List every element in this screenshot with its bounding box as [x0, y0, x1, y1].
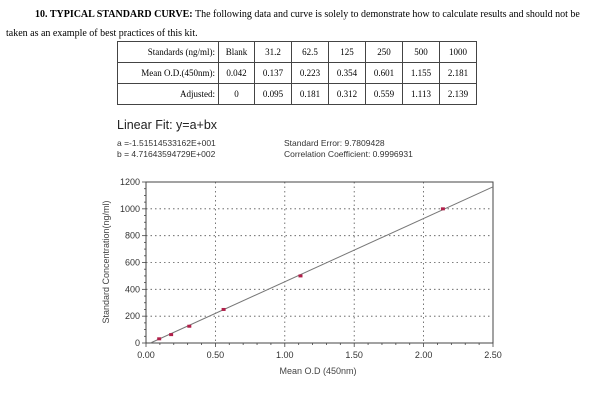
- row-label: Adjusted:: [117, 83, 219, 105]
- table-cell: 1.113: [402, 83, 440, 105]
- data-point: [157, 337, 162, 341]
- chart-gridlines: [146, 182, 493, 343]
- data-point: [298, 274, 303, 278]
- table-cell: 125: [328, 41, 366, 63]
- table-cell: 0.042: [218, 62, 255, 84]
- table-cell: 62.5: [291, 41, 329, 63]
- table-cell: 250: [365, 41, 403, 63]
- data-point: [169, 333, 174, 337]
- table-cell: 2.139: [439, 83, 477, 105]
- chart-axes: [142, 181, 494, 347]
- table-cell: 0.354: [328, 62, 366, 84]
- heading-text: The following data and curve is solely t…: [192, 9, 580, 20]
- fit-line-path: [150, 186, 494, 344]
- heading-text-continued: taken as an example of best practices of…: [6, 28, 198, 39]
- data-point: [440, 207, 445, 211]
- x-axis-title: Mean O.D (450nm): [279, 366, 356, 376]
- fit-coefficient-a: a =-1.51514533162E+001: [117, 138, 216, 148]
- y-tick-label: 600: [125, 258, 140, 268]
- row-label: Standards (ng/ml):: [117, 41, 219, 63]
- table-row: Adjusted: 0 0.095 0.181 0.312 0.559 1.11…: [117, 83, 477, 105]
- x-tick-label: 1.00: [276, 350, 294, 360]
- row-label: Mean O.D.(450nm):: [117, 62, 219, 84]
- table-cell: 0.312: [328, 83, 366, 105]
- table-cell: 1000: [439, 41, 477, 63]
- data-point: [221, 307, 226, 311]
- table-cell: 0.181: [291, 83, 329, 105]
- fit-standard-error: Standard Error: 9.7809428: [284, 138, 385, 148]
- y-axis-title: Standard Concentration(ng/ml): [101, 200, 111, 323]
- fit-coefficient-b: b = 4.71643594729E+002: [117, 149, 216, 159]
- y-tick-label: 800: [125, 231, 140, 241]
- section-heading: 10. TYPICAL STANDARD CURVE: The followin…: [0, 5, 600, 43]
- x-tick-label: 2.00: [415, 350, 433, 360]
- standard-curve-chart: 0.00 0.50 1.00 1.50 2.00 2.50 0 200 400 600 800 100…: [101, 177, 502, 376]
- table-cell: 31.2: [254, 41, 292, 63]
- y-tick-label: 0: [135, 338, 140, 348]
- y-tick-label: 200: [125, 311, 140, 321]
- y-tick-label: 400: [125, 284, 140, 294]
- x-tick-label: 1.50: [345, 350, 363, 360]
- table-cell: 500: [402, 41, 440, 63]
- x-tick-label: 0.50: [207, 350, 225, 360]
- data-point: [187, 324, 192, 328]
- table-cell: Blank: [218, 41, 255, 63]
- table-cell: 0.601: [365, 62, 403, 84]
- fit-correlation: Correlation Coefficient: 0.9996931: [284, 149, 413, 159]
- fit-line: [150, 186, 494, 344]
- table-cell: 0.095: [254, 83, 292, 105]
- table-row: Mean O.D.(450nm): 0.042 0.137 0.223 0.35…: [117, 62, 477, 84]
- y-tick-label: 1200: [120, 177, 140, 187]
- table-cell: 0.223: [291, 62, 329, 84]
- x-tick-label: 0.00: [137, 350, 155, 360]
- chart-tick-labels: 0.00 0.50 1.00 1.50 2.00 2.50 0 200 400 600 800 100…: [120, 177, 502, 360]
- table-cell: 0.559: [365, 83, 403, 105]
- table-row: Standards (ng/ml): Blank 31.2 62.5 125 2…: [117, 41, 477, 63]
- plot-frame: [145, 181, 494, 344]
- section-title: 10. TYPICAL STANDARD CURVE:: [35, 9, 193, 20]
- data-points: [157, 207, 445, 341]
- table-cell: 2.181: [439, 62, 477, 84]
- x-tick-label: 2.50: [484, 350, 502, 360]
- fit-title: Linear Fit: y=a+bx: [117, 118, 218, 132]
- standards-table: Standards (ng/ml): Blank 31.2 62.5 125 2…: [117, 41, 477, 105]
- y-tick-label: 1000: [120, 204, 140, 214]
- table-cell: 0.137: [254, 62, 292, 84]
- table-cell: 1.155: [402, 62, 440, 84]
- table-cell: 0: [218, 83, 255, 105]
